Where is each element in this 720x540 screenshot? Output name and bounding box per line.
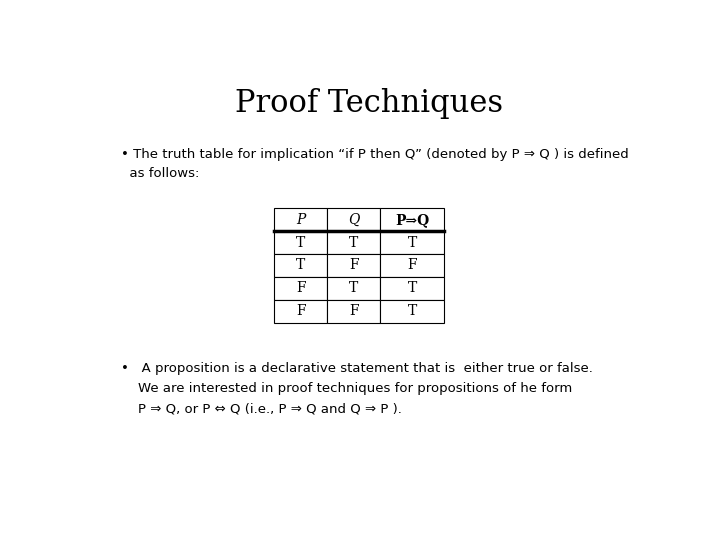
Bar <box>327 254 380 277</box>
Text: P: P <box>296 213 305 227</box>
Text: T: T <box>408 304 417 318</box>
Text: Q: Q <box>348 213 359 227</box>
Text: We are interested in proof techniques for propositions of he form: We are interested in proof techniques fo… <box>121 382 572 395</box>
Text: T: T <box>408 235 417 249</box>
Bar <box>327 277 380 300</box>
Text: T: T <box>349 281 359 295</box>
Bar <box>274 208 327 231</box>
Bar <box>380 208 444 231</box>
Text: •   A proposition is a declarative statement that is  either true or false.: • A proposition is a declarative stateme… <box>121 362 593 375</box>
Text: T: T <box>349 235 359 249</box>
Bar <box>327 231 380 254</box>
Text: P⇒Q: P⇒Q <box>395 213 429 227</box>
Bar <box>380 277 444 300</box>
Text: F: F <box>296 304 305 318</box>
Text: T: T <box>296 235 305 249</box>
Bar <box>274 231 327 254</box>
Bar <box>380 254 444 277</box>
Bar <box>274 277 327 300</box>
Text: as follows:: as follows: <box>121 167 199 180</box>
Bar <box>380 300 444 322</box>
Text: • The truth table for implication “if P then Q” (denoted by P ⇒ Q ) is defined: • The truth table for implication “if P … <box>121 148 629 161</box>
Text: T: T <box>408 281 417 295</box>
Bar <box>327 300 380 322</box>
Text: T: T <box>296 259 305 272</box>
Text: F: F <box>349 259 359 272</box>
Bar <box>327 208 380 231</box>
Bar <box>274 300 327 322</box>
Text: F: F <box>408 259 417 272</box>
Text: P ⇒ Q, or P ⇔ Q (i.e., P ⇒ Q and Q ⇒ P ).: P ⇒ Q, or P ⇔ Q (i.e., P ⇒ Q and Q ⇒ P )… <box>121 402 402 415</box>
Text: F: F <box>296 281 305 295</box>
Text: Proof Techniques: Proof Techniques <box>235 87 503 119</box>
Text: F: F <box>349 304 359 318</box>
Bar <box>380 231 444 254</box>
Bar <box>274 254 327 277</box>
